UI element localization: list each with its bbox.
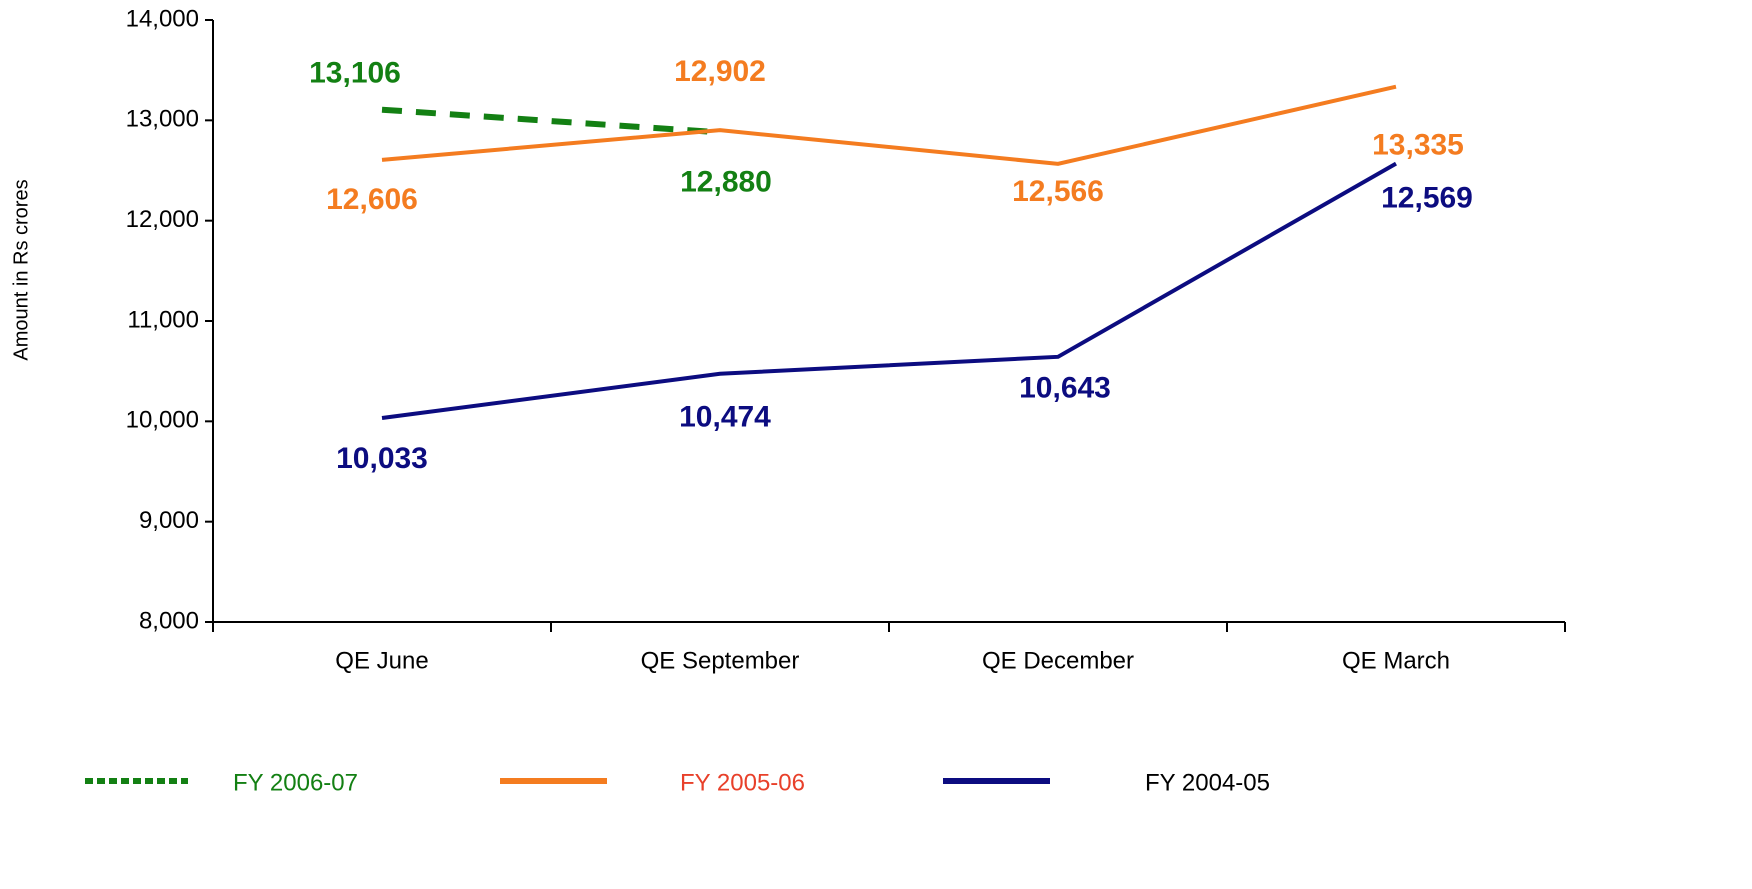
data-label: 10,643: [1019, 372, 1111, 405]
data-label: 12,902: [674, 55, 766, 88]
x-tick-label: QE December: [982, 647, 1134, 674]
x-tick-label: QE September: [641, 647, 800, 674]
y-tick-label: 9,000: [139, 507, 199, 534]
x-tick-label: QE June: [335, 647, 428, 674]
series-line: [381, 106, 721, 136]
y-tick-label: 13,000: [126, 106, 199, 133]
y-axis-label: Amount in Rs crores: [10, 179, 32, 360]
data-label: 13,106: [309, 57, 401, 90]
series-line: [381, 161, 1397, 421]
y-tick-label: 11,000: [127, 306, 199, 333]
series-line: [381, 84, 1397, 166]
y-tick-label: 8,000: [139, 607, 199, 634]
data-label: 10,474: [679, 401, 771, 434]
legend-label: FY 2004-05: [1145, 769, 1270, 796]
data-label: 10,033: [336, 442, 428, 475]
data-label: 13,335: [1372, 129, 1464, 162]
data-label: 12,569: [1381, 181, 1473, 214]
y-tick-label: 10,000: [126, 407, 199, 434]
y-tick-label: 14,000: [126, 5, 199, 32]
data-label: 12,606: [326, 183, 418, 216]
legend-label: FY 2005-06: [680, 769, 805, 796]
data-label: 12,880: [680, 165, 772, 198]
y-tick-label: 12,000: [126, 206, 199, 233]
data-label: 12,566: [1012, 175, 1104, 208]
x-tick-label: QE March: [1342, 647, 1450, 674]
legend-label: FY 2006-07: [233, 769, 358, 796]
